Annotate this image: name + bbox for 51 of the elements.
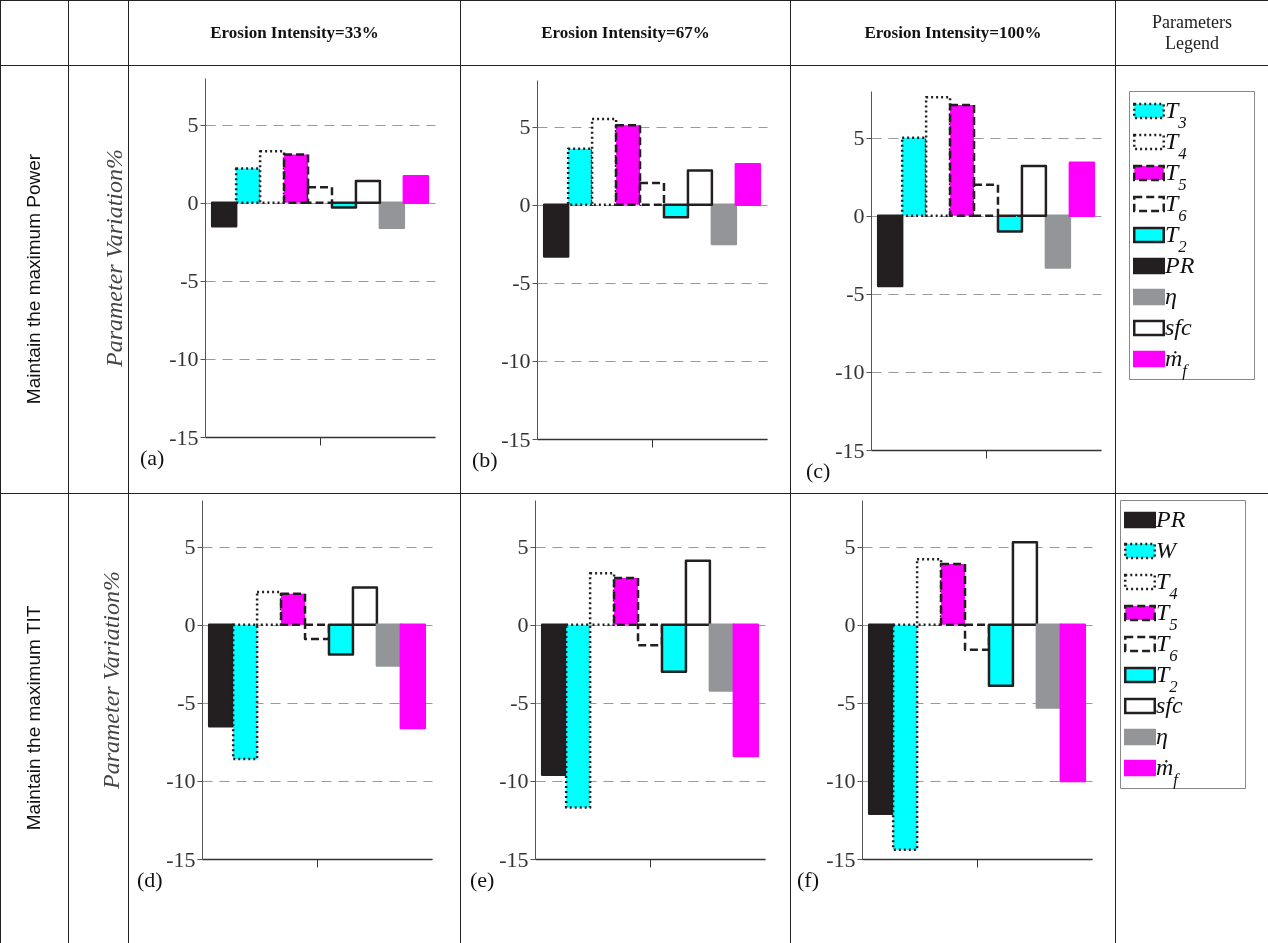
y-tick-label: -15 xyxy=(169,424,199,450)
y-tick-label: -5 xyxy=(177,690,196,716)
chart-title: Erosion Intensity=67% xyxy=(460,0,791,66)
legend-label: η xyxy=(1165,283,1177,309)
legend-title: Parameters Legend xyxy=(1151,12,1233,54)
legend-label: W xyxy=(1156,537,1178,563)
text: Maintain the maximum TIT xyxy=(23,605,45,831)
y-tick-label: 0 xyxy=(853,203,865,229)
text: (e) xyxy=(470,867,495,893)
legend-label: ṁ$_{f}$ xyxy=(1156,754,1181,789)
y-tick-label: 0 xyxy=(519,192,531,218)
y-tick-label: 5 xyxy=(517,534,529,560)
legend-label: PR xyxy=(1155,506,1186,532)
y-tick-label: -5 xyxy=(512,270,531,296)
text: (f) xyxy=(797,867,819,893)
y-tick-label: -10 xyxy=(166,768,196,794)
chart-title: Erosion Intensity=33% xyxy=(128,0,461,66)
y-tick-label: 5 xyxy=(844,534,856,560)
y-tick-label: 0 xyxy=(844,612,856,638)
y-tick-label: -10 xyxy=(826,768,856,794)
y-tick-label: -10 xyxy=(499,768,529,794)
y-tick-label: -5 xyxy=(846,281,865,307)
y-tick-label: -10 xyxy=(501,348,531,374)
legend-label: η xyxy=(1156,723,1168,749)
y-tick-label: 5 xyxy=(519,114,531,140)
y-tick-label: -15 xyxy=(501,426,531,452)
y-tick-label: 5 xyxy=(184,534,196,560)
y-axis-title: Parameter Variation% xyxy=(98,571,125,790)
legend-label: ṁ$_{f}$ xyxy=(1165,345,1190,380)
y-axis-title: Parameter Variation% xyxy=(101,149,128,368)
text: (b) xyxy=(472,447,498,473)
text: (d) xyxy=(137,867,163,893)
y-tick-label: -10 xyxy=(169,346,199,372)
y-tick-label: -5 xyxy=(180,268,199,294)
y-tick-label: -15 xyxy=(499,846,529,872)
y-tick-label: 0 xyxy=(187,190,199,216)
chart-title: Erosion Intensity=100% xyxy=(790,0,1116,66)
y-tick-label: 5 xyxy=(853,125,865,151)
text: Maintain the maximum Power xyxy=(23,153,45,405)
y-tick-label: -15 xyxy=(166,846,196,872)
legend-label: sfc xyxy=(1165,314,1193,340)
y-tick-label: -10 xyxy=(835,359,865,385)
y-tick-label: -5 xyxy=(837,690,856,716)
y-tick-label: 0 xyxy=(184,612,196,638)
y-tick-label: 5 xyxy=(187,112,199,138)
text: (c) xyxy=(806,458,831,484)
y-tick-label: 0 xyxy=(517,612,529,638)
y-tick-label: -15 xyxy=(835,437,865,463)
y-tick-label: -5 xyxy=(510,690,529,716)
y-tick-label: -15 xyxy=(826,846,856,872)
text: (a) xyxy=(140,445,165,471)
